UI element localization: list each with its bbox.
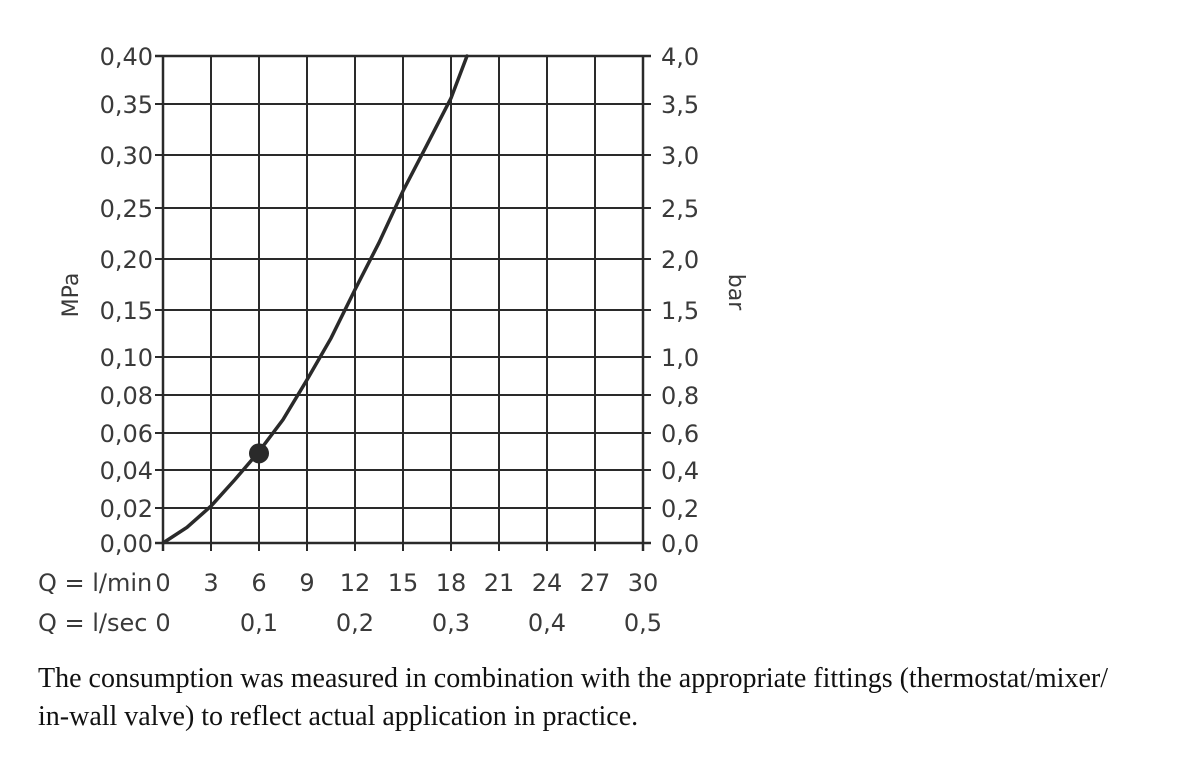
x-row1-tick-label: 18 [436, 569, 467, 597]
left-tick-label: 0,02 [100, 495, 153, 523]
x-row1-tick-label: 21 [484, 569, 515, 597]
right-tick-label: 0,4 [661, 457, 699, 485]
left-axis-ticks: 0,00 0,02 0,04 0,06 0,08 0,10 0,15 0,20 0,25 0,30… [100, 43, 153, 558]
right-tick-label: 3,5 [661, 91, 699, 119]
caption: The consumption was measured in combinat… [38, 660, 1178, 736]
x-row2-tick-label: 0,5 [624, 609, 662, 637]
right-tick-label: 3,0 [661, 142, 699, 170]
right-tick-label: 0,0 [661, 530, 699, 558]
x-row1-tick-label: 30 [628, 569, 659, 597]
x-axis-ticks: 0 3 6 9 12 15 18 21 24 27 30 0 0,1 0,2 0,3 0,4 0,5 [155, 569, 662, 637]
x-row2-label: Q = l/sec [38, 609, 147, 637]
x-row1-tick-label: 24 [532, 569, 563, 597]
x-row2-tick-label: 0,3 [432, 609, 470, 637]
chart-grid [155, 54, 651, 551]
x-row1-tick-label: 3 [203, 569, 218, 597]
left-tick-label: 0,00 [100, 530, 153, 558]
x-row2-tick-label: 0,2 [336, 609, 374, 637]
x-row2-tick-label: 0,4 [528, 609, 566, 637]
left-tick-label: 0,10 [100, 344, 153, 372]
x-row1-tick-label: 6 [251, 569, 266, 597]
left-tick-label: 0,35 [100, 91, 153, 119]
caption-line-1: The consumption was measured in combinat… [38, 663, 1108, 694]
operating-point-marker [249, 443, 269, 464]
left-tick-label: 0,15 [100, 297, 153, 325]
x-row1-label: Q = l/min [38, 569, 152, 597]
right-tick-label: 4,0 [661, 43, 699, 71]
x-row1-tick-label: 9 [299, 569, 314, 597]
x-row2-tick-label: 0,1 [240, 609, 278, 637]
right-tick-label: 1,5 [661, 297, 699, 325]
left-tick-label: 0,20 [100, 246, 153, 274]
flow-pressure-chart: 0,000,020,040,060,080,100,150,200,250,30… [38, 43, 748, 637]
left-tick-label: 0,08 [100, 382, 153, 410]
left-tick-label: 0,40 [100, 43, 153, 71]
left-tick-label: 0,04 [100, 457, 153, 485]
right-tick-label: 2,0 [661, 246, 699, 274]
right-tick-label: 0,2 [661, 495, 699, 523]
left-tick-label: 0,30 [100, 142, 153, 170]
x-row1-tick-label: 27 [580, 569, 611, 597]
x-row1-tick-label: 15 [388, 569, 419, 597]
right-tick-label: 0,8 [661, 382, 699, 410]
right-axis-ticks: 0,0 0,2 0,4 0,6 0,8 1,0 1,5 2,0 2,5 3,0 3,5 4,0 [661, 43, 699, 558]
x-row1-tick-label: 12 [340, 569, 371, 597]
right-tick-label: 0,6 [661, 420, 699, 448]
flow-curve [161, 54, 469, 545]
x-row1-tick-label: 0 [155, 569, 170, 597]
left-axis-unit: MPa [59, 273, 84, 318]
right-tick-label: 1,0 [661, 344, 699, 372]
right-axis-unit: bar [723, 274, 748, 311]
caption-line-2: in-wall valve) to reflect actual applica… [38, 701, 639, 732]
left-tick-label: 0,25 [100, 195, 153, 223]
left-tick-label: 0,06 [100, 420, 153, 448]
right-tick-label: 2,5 [661, 195, 699, 223]
x-row2-tick-label: 0 [155, 609, 170, 637]
